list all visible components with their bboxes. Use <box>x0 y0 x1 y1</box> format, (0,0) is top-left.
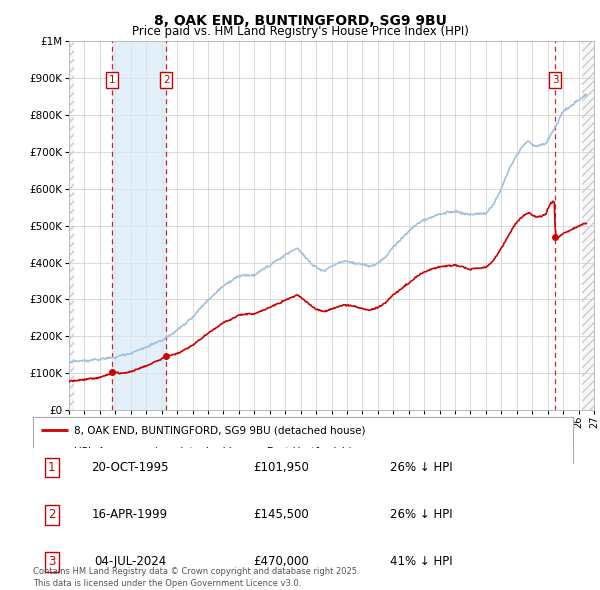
Text: 16-APR-1999: 16-APR-1999 <box>92 508 168 522</box>
Text: 04-JUL-2024: 04-JUL-2024 <box>94 555 166 569</box>
Text: 41% ↓ HPI: 41% ↓ HPI <box>391 555 453 569</box>
Text: 26% ↓ HPI: 26% ↓ HPI <box>391 508 453 522</box>
Bar <box>112 41 166 410</box>
Text: Price paid vs. HM Land Registry's House Price Index (HPI): Price paid vs. HM Land Registry's House … <box>131 25 469 38</box>
Text: 2: 2 <box>48 508 56 522</box>
Text: 20-OCT-1995: 20-OCT-1995 <box>91 461 169 474</box>
Text: 1: 1 <box>48 461 56 474</box>
Text: 3: 3 <box>552 75 559 85</box>
Text: £145,500: £145,500 <box>254 508 309 522</box>
Text: 8, OAK END, BUNTINGFORD, SG9 9BU (detached house): 8, OAK END, BUNTINGFORD, SG9 9BU (detach… <box>74 425 365 435</box>
Text: Contains HM Land Registry data © Crown copyright and database right 2025.
This d: Contains HM Land Registry data © Crown c… <box>33 568 359 588</box>
Text: 8, OAK END, BUNTINGFORD, SG9 9BU: 8, OAK END, BUNTINGFORD, SG9 9BU <box>154 14 446 28</box>
Text: 26% ↓ HPI: 26% ↓ HPI <box>391 461 453 474</box>
Text: £470,000: £470,000 <box>254 555 309 569</box>
Text: 1: 1 <box>109 75 116 85</box>
Text: HPI: Average price, detached house, East Hertfordshire: HPI: Average price, detached house, East… <box>74 447 361 457</box>
Text: 2: 2 <box>163 75 170 85</box>
Text: £101,950: £101,950 <box>253 461 310 474</box>
Text: 3: 3 <box>48 555 56 569</box>
